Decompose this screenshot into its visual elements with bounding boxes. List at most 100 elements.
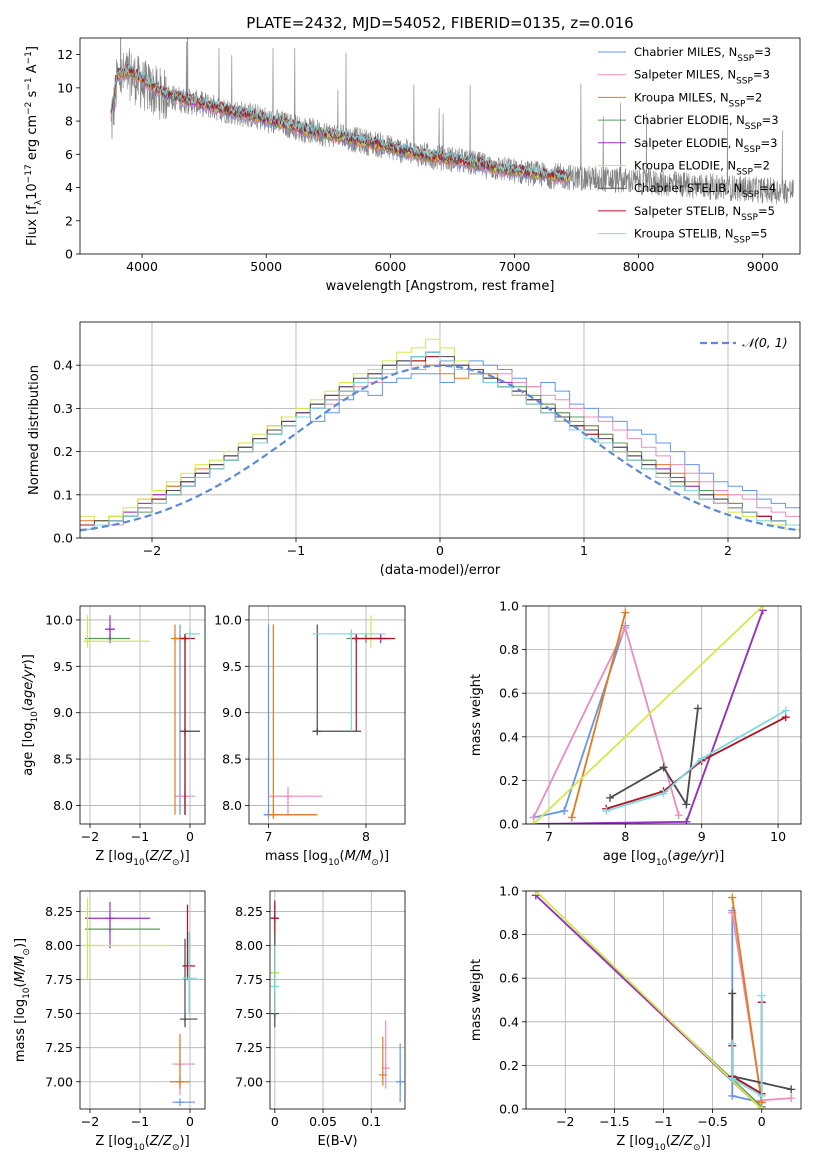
data-point	[284, 792, 292, 801]
plot-area	[270, 900, 405, 1103]
y-axis-label: Normed distribution	[27, 365, 42, 495]
mass-weight-line-kroupa-stelib	[731, 995, 763, 1098]
x-axis-label: E(B-V)	[317, 1134, 357, 1149]
plot-area	[83, 615, 200, 815]
y-tick-label: 8	[65, 114, 73, 129]
y-tick-label: 10.0	[45, 612, 73, 627]
observed-spectrum-line	[110, 38, 795, 205]
data-point	[728, 1074, 737, 1083]
data-point	[757, 1105, 766, 1109]
axes-frame	[269, 890, 406, 1110]
spectrum-panel: 4000 5000 6000 7000 8000 9000 0 2 4 6 8 10 12 Chabrie…	[24, 37, 801, 294]
x-tick-label: −1	[654, 1114, 672, 1129]
y-tick-label: 8.0	[53, 798, 73, 813]
model-spectrum-kroupa-elodie	[110, 66, 571, 182]
data-point	[185, 974, 193, 983]
data-point	[106, 914, 114, 923]
data-point	[347, 629, 356, 638]
x-tick-label: −1	[287, 543, 305, 558]
y-tick-label: 12	[57, 47, 73, 62]
x-tick-label: 5000	[250, 259, 282, 274]
y-tick-label: 0.2	[499, 773, 519, 788]
data-point	[602, 806, 611, 815]
mass-weight-vs-metallicity-panel: −2 −1.5 −1 −0.5 0 0.0 0.2 0.4 0.6 0.8 1.0 Z [log10(…	[469, 884, 802, 1153]
y-tick-label: 0.6	[499, 971, 519, 986]
data-point	[781, 706, 790, 715]
y-tick-label: 7.75	[235, 972, 263, 987]
x-tick-label: −2	[81, 1114, 99, 1129]
data-point	[682, 817, 691, 824]
x-axis-label: Z [log10(Z/Z⊙)]	[616, 1134, 710, 1153]
y-axis-label: Flux [fλ10−17 erg cm−2 s−1 A−1]	[24, 46, 44, 246]
y-axis-label: mass [log10(M/M⊙)]	[13, 938, 32, 1062]
y-tick-label: 7.25	[45, 1040, 73, 1055]
x-tick-label: 0	[436, 543, 444, 558]
legend-entry: Salpeter ELODIE, NSSP=3	[634, 136, 777, 155]
normal-reference-curve	[80, 364, 800, 532]
data-point	[106, 625, 114, 634]
y-tick-label: 7.75	[45, 972, 73, 987]
x-tick-label: 6000	[374, 259, 406, 274]
y-tick-label: 9.0	[222, 705, 242, 720]
axes-frame	[79, 605, 206, 825]
histogram-kroupa-stelib	[80, 351, 800, 530]
data-point	[171, 634, 179, 643]
axes-frame	[248, 605, 406, 825]
data-point	[567, 813, 576, 822]
legend-entry: Chabrier ELODIE, NSSP=3	[634, 113, 779, 132]
y-axis-label: mass weight	[469, 959, 484, 1041]
y-tick-label: 0.2	[53, 444, 73, 459]
y-tick-label: 9.0	[53, 705, 73, 720]
x-tick-label: −2	[81, 829, 99, 844]
legend-entry: Salpeter MILES, NSSP=3	[634, 68, 770, 87]
mass-vs-metallicity-panel: −2 −1 0 7.00 7.25 7.50 7.75 8.00 8.25 Z [log10(Z/…	[13, 890, 206, 1153]
y-tick-label: 0.2	[499, 1058, 519, 1073]
x-tick-label: 0	[186, 829, 194, 844]
data-point	[728, 1039, 737, 1048]
legend-entry: Chabrier STELIB, NSSP=4	[634, 181, 776, 200]
plot-area	[263, 615, 396, 819]
x-tick-label: 10	[770, 829, 786, 844]
x-tick-label: 7000	[499, 259, 531, 274]
x-tick-label: −2	[556, 1114, 574, 1129]
x-axis-label: wavelength [Angstrom, rest frame]	[326, 279, 555, 294]
y-tick-label: 1.0	[499, 599, 519, 614]
data-point	[269, 810, 278, 819]
model-spectrum-kroupa-stelib	[110, 64, 571, 180]
y-tick-label: 0	[65, 247, 73, 262]
mass-weight-line-kroupa-elodie	[532, 606, 764, 824]
mass-weight-line-kroupa-miles	[731, 897, 763, 1103]
legend-entry: Kroupa STELIB, NSSP=5	[634, 227, 767, 246]
mass-weight-line-kroupa-miles	[570, 612, 627, 818]
x-axis-label: Z [log10(Z/Z⊙)]	[95, 1134, 189, 1153]
data-point	[181, 1015, 189, 1024]
data-point	[83, 637, 92, 646]
y-tick-label: 0.4	[499, 729, 519, 744]
x-axis-label: mass [log10(M/M⊙)]	[265, 849, 389, 868]
x-tick-label: −0.5	[697, 1114, 727, 1129]
y-tick-label: 8.00	[45, 938, 73, 953]
mass-weight-line-kroupa-stelib	[605, 709, 787, 812]
x-tick-label: 7	[265, 829, 273, 844]
y-tick-label: 0.1	[53, 487, 73, 502]
axes-frame	[79, 890, 206, 1110]
figure-title: PLATE=2432, MJD=54052, FIBERID=0135, z=0…	[246, 14, 633, 32]
y-tick-label: 7.25	[235, 1040, 263, 1055]
data-point	[621, 608, 630, 617]
y-tick-label: 7.00	[45, 1074, 73, 1089]
mass-weight-line-chabrier-stelib	[731, 993, 792, 1091]
data-point	[758, 606, 767, 610]
y-tick-label: 10	[57, 80, 73, 95]
legend-entry: Kroupa MILES, NSSP=2	[634, 90, 762, 109]
y-tick-label: 8.0	[222, 798, 242, 813]
legend-entry: 𝒩(0, 1)	[742, 335, 788, 350]
data-point	[378, 1070, 387, 1079]
plot-area	[529, 606, 790, 824]
data-point	[787, 1085, 796, 1094]
data-point	[659, 789, 668, 798]
mass-weight-vs-age-panel: 7 8 9 10 0.0 0.2 0.4 0.6 0.8 1.0 age [log10(age/yr…	[469, 599, 802, 868]
data-point	[176, 1098, 184, 1107]
x-tick-label: 0	[758, 1114, 766, 1129]
data-point	[682, 800, 691, 809]
